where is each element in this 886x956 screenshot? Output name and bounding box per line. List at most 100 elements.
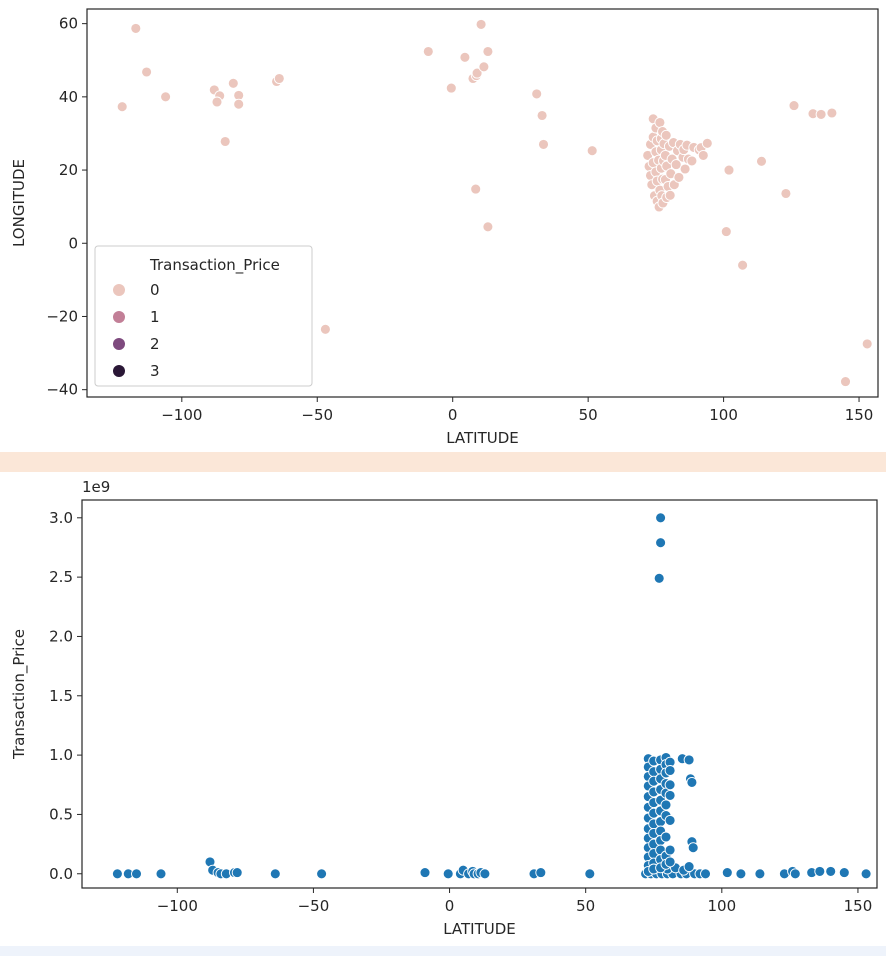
data-point xyxy=(111,868,123,880)
y-tick-label: 0 xyxy=(68,234,78,252)
legend-marker xyxy=(113,365,125,377)
plot-frame xyxy=(86,8,879,398)
data-point xyxy=(664,765,676,776)
data-point xyxy=(482,221,494,233)
cell-separator xyxy=(0,452,886,472)
chart2-svg: −100 −50 0 50 100 150 0.0 0.5 1.0 1.5 2.0 2.5 3.0 LAT… xyxy=(10,478,878,938)
data-point xyxy=(459,51,471,63)
x-tick-label: −100 xyxy=(157,897,198,915)
data-point xyxy=(653,572,665,584)
data-point xyxy=(227,77,239,89)
data-point xyxy=(478,61,490,73)
data-point xyxy=(660,831,672,843)
data-point xyxy=(470,183,482,195)
legend: Transaction_Price 0 1 2 3 xyxy=(94,245,313,387)
y-tick-label: 0.0 xyxy=(49,865,73,883)
x-tick-label: 50 xyxy=(576,897,595,915)
x-axis-label: LATITUDE xyxy=(443,920,516,938)
y-tick-label: 0.5 xyxy=(49,805,73,823)
data-point xyxy=(584,868,596,880)
data-point xyxy=(316,868,328,880)
data-point xyxy=(664,856,676,868)
legend-box xyxy=(94,245,313,387)
data-point xyxy=(655,512,667,524)
x-tick-label: −50 xyxy=(301,406,333,424)
data-point xyxy=(687,842,699,854)
x-tick-label: 100 xyxy=(709,406,738,424)
data-point xyxy=(723,164,735,176)
data-point xyxy=(686,776,698,788)
data-point xyxy=(788,100,800,112)
legend-marker xyxy=(113,284,125,296)
x-tick-label: 150 xyxy=(844,897,873,915)
data-point xyxy=(471,67,483,79)
data-point xyxy=(664,814,676,826)
data-point xyxy=(419,867,431,879)
data-point xyxy=(737,259,749,271)
data-point xyxy=(815,108,827,120)
data-point xyxy=(160,91,172,103)
y-tick-label: 60 xyxy=(59,15,78,33)
cell-bottom-strip xyxy=(0,946,886,956)
x-tick-label: 50 xyxy=(579,406,598,424)
data-point xyxy=(319,323,331,335)
y-tick-label: 1.5 xyxy=(49,687,73,705)
data-point xyxy=(141,66,153,78)
data-point xyxy=(756,155,767,167)
data-point xyxy=(686,155,698,167)
data-point xyxy=(586,145,598,157)
data-point xyxy=(664,779,676,791)
data-point xyxy=(219,136,231,147)
data-point xyxy=(233,98,245,110)
data-point xyxy=(211,96,223,108)
y-tick-label: 1.0 xyxy=(49,746,73,764)
x-tick-label: −100 xyxy=(161,406,202,424)
axis-exponent-label: 1e9 xyxy=(82,478,110,496)
data-point xyxy=(482,46,494,57)
data-point xyxy=(735,868,747,880)
data-point xyxy=(789,868,801,880)
legend-entry-label: 2 xyxy=(150,335,160,353)
data-point xyxy=(861,338,873,350)
data-point xyxy=(754,868,766,880)
data-point xyxy=(131,868,142,880)
legend-entry-label: 0 xyxy=(150,281,160,299)
data-point xyxy=(670,159,682,171)
data-point xyxy=(231,867,243,879)
x-tick-label: 0 xyxy=(445,897,455,915)
data-point xyxy=(116,101,128,113)
x-tick-label: −50 xyxy=(298,897,330,915)
data-point xyxy=(838,867,850,879)
y-axis-label: Transaction_Price xyxy=(10,629,29,760)
data-point xyxy=(701,137,713,149)
data-point xyxy=(664,189,676,201)
x-tick-label: 0 xyxy=(448,406,458,424)
legend-marker xyxy=(113,311,125,323)
data-point xyxy=(273,73,285,84)
y-tick-label: 3.0 xyxy=(49,509,73,527)
legend-entry-label: 3 xyxy=(150,362,160,380)
data-point xyxy=(860,868,872,880)
data-point xyxy=(697,149,709,161)
data-point xyxy=(445,82,457,94)
data-point xyxy=(814,865,826,877)
scatter-plot-transaction-price: −100 −50 0 50 100 150 0.0 0.5 1.0 1.5 2.0 2.5 3.0 LAT… xyxy=(0,472,886,946)
data-point xyxy=(269,868,281,880)
data-point xyxy=(475,18,487,30)
data-point xyxy=(825,865,837,877)
y-tick-label: −20 xyxy=(46,307,78,325)
data-point xyxy=(664,789,676,801)
data-point xyxy=(536,110,548,121)
data-point xyxy=(422,46,434,57)
data-point xyxy=(700,868,711,880)
data-point xyxy=(654,117,666,128)
x-tick-label: 100 xyxy=(707,897,736,915)
data-point xyxy=(655,537,667,549)
y-tick-label: 20 xyxy=(59,161,78,179)
y-tick-label: 2.5 xyxy=(49,568,73,586)
data-point xyxy=(683,754,695,766)
x-axis-label: LATITUDE xyxy=(446,429,519,447)
data-point xyxy=(660,129,672,141)
legend-entry-label: 1 xyxy=(150,308,160,326)
legend-title: Transaction_Price xyxy=(149,256,280,275)
